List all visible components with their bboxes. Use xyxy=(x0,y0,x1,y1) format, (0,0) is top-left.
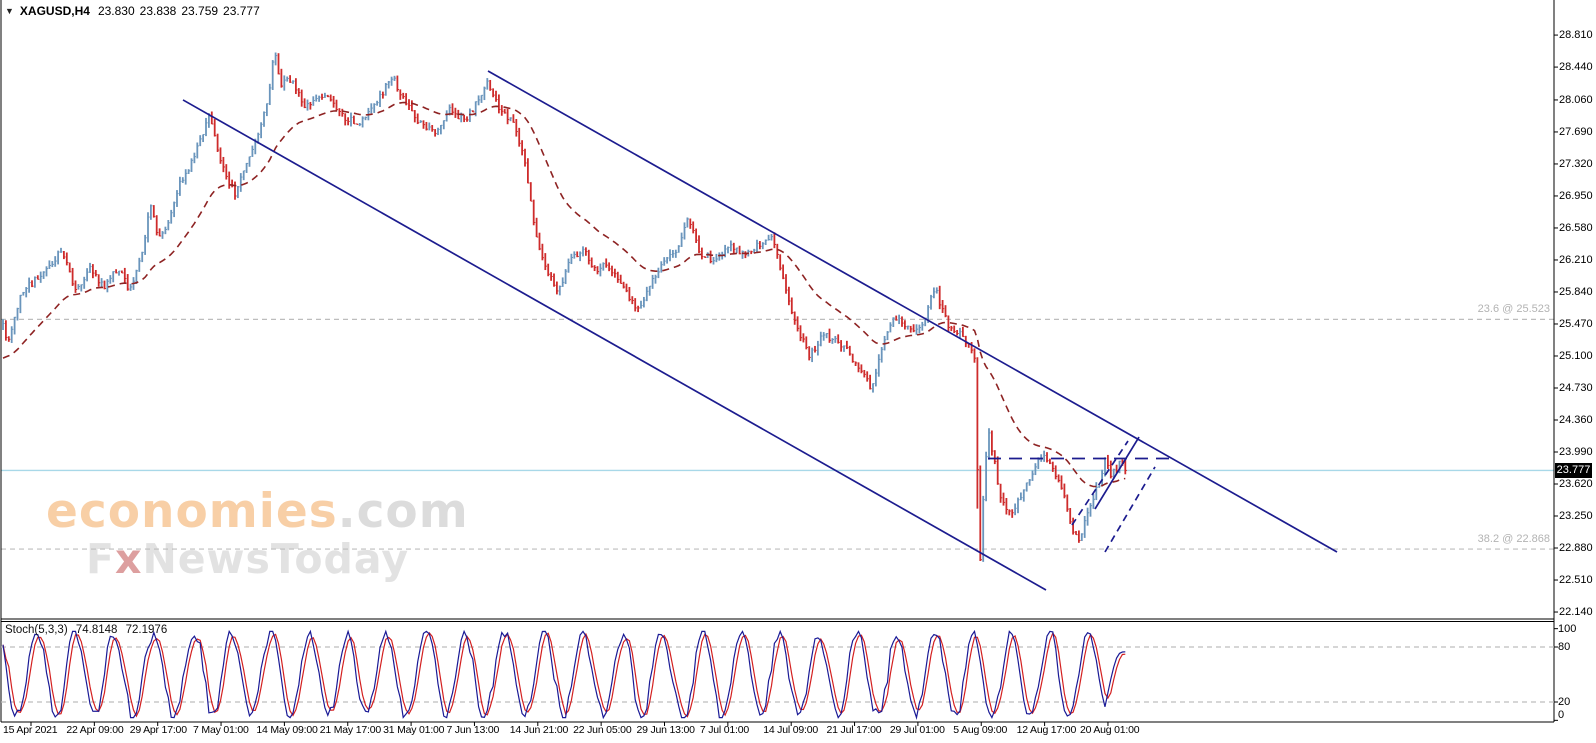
time-tick-label: 21 May 17:00 xyxy=(319,724,381,736)
watermark-newstoday: NewsToday xyxy=(142,535,410,583)
collapse-chart-icon[interactable]: ▼ xyxy=(5,6,14,16)
indicator-name: Stoch(5,3,3) xyxy=(5,624,68,636)
time-tick-label: 22 Apr 09:00 xyxy=(66,724,124,736)
price-tick-label: 25.100 xyxy=(1559,349,1593,362)
price-tick-label: 28.440 xyxy=(1559,61,1593,74)
price-tick-label: 24.360 xyxy=(1559,413,1593,426)
price-tick-label: 26.210 xyxy=(1559,253,1593,266)
time-tick-label: 29 Jul 01:00 xyxy=(889,724,945,736)
watermark-brand-name: economies xyxy=(46,484,338,539)
quote-high: 23.838 xyxy=(139,4,177,18)
candle-series xyxy=(2,52,1127,562)
price-tick-label: 23.250 xyxy=(1559,510,1593,522)
indicator-scale-label: 100 xyxy=(1558,622,1577,635)
time-tick-label: 7 Jul 01:00 xyxy=(699,724,750,736)
time-tick-label: 22 Jun 05:00 xyxy=(573,724,632,736)
time-tick-label: 15 Apr 2021 xyxy=(3,724,58,736)
watermark-f: F xyxy=(86,535,116,583)
indicator-scale-label: 0 xyxy=(1558,709,1565,721)
symbol-period-label: XAGUSD,H4 xyxy=(19,4,90,18)
time-tick-label: 14 Jul 09:00 xyxy=(763,724,818,736)
time-tick-label: 21 Jul 17:00 xyxy=(826,724,882,736)
price-tick-label: 26.580 xyxy=(1559,221,1593,234)
fib-level-label-382: 38.2 @ 22.868 xyxy=(1477,533,1550,545)
time-tick-label: 5 Aug 09:00 xyxy=(953,724,1008,736)
indicator-scale-label: 20 xyxy=(1558,696,1571,708)
watermark-brand-suffix: .com xyxy=(337,484,469,539)
time-tick-label: 14 May 09:00 xyxy=(256,724,318,736)
time-tick-label: 20 Aug 01:00 xyxy=(1079,724,1140,736)
watermark-subbrand: FxNewsToday xyxy=(86,539,469,580)
stochastic-signal-line xyxy=(2,631,1126,718)
price-tick-label: 27.690 xyxy=(1559,125,1593,138)
trendline-breakout-line[interactable] xyxy=(1094,436,1140,510)
price-tick-label: 25.470 xyxy=(1559,317,1593,330)
quote-low: 23.759 xyxy=(181,4,219,18)
price-tick-label: 28.060 xyxy=(1559,93,1593,106)
indicator-signal-value: 72.1976 xyxy=(125,624,168,636)
trendline-channel-upper[interactable] xyxy=(487,70,1338,553)
time-tick-label: 14 Jun 21:00 xyxy=(509,724,569,736)
time-tick-label: 7 May 01:00 xyxy=(193,724,249,736)
moving-average-line xyxy=(2,101,1126,488)
price-tick-label: 28.810 xyxy=(1559,29,1593,42)
price-tick-label: 23.620 xyxy=(1559,478,1593,490)
stochastic-main-line xyxy=(2,629,1126,720)
trendline-wedge-dashed-a[interactable] xyxy=(1071,440,1129,526)
trendline-channel-lower[interactable] xyxy=(182,99,1047,591)
trendline-wedge-dashed-b[interactable] xyxy=(1104,466,1156,553)
current-price-badge: 23.777 xyxy=(1555,463,1592,478)
price-tick-label: 25.840 xyxy=(1559,285,1593,298)
price-tick-label: 22.140 xyxy=(1559,606,1593,619)
quote-open: 23.830 xyxy=(97,4,135,18)
indicator-main-value: 74.8148 xyxy=(75,624,118,636)
indicator-scale-label: 80 xyxy=(1558,641,1571,653)
time-tick-label: 29 Apr 17:00 xyxy=(129,724,187,736)
time-tick-label: 12 Aug 17:00 xyxy=(1016,724,1077,736)
price-tick-label: 26.950 xyxy=(1559,189,1593,202)
time-tick-label: 7 Jun 13:00 xyxy=(446,724,500,736)
quote-close: 23.777 xyxy=(223,4,260,18)
price-tick-label: 22.880 xyxy=(1559,542,1593,554)
fib-level-label-236: 23.6 @ 25.523 xyxy=(1477,303,1550,315)
watermark: economies.com FxNewsToday xyxy=(46,488,469,580)
price-tick-label: 27.320 xyxy=(1559,157,1593,170)
price-tick-label: 22.510 xyxy=(1559,574,1593,587)
indicator-label-row: Stoch(5,3,3) 74.8148 72.1976 xyxy=(5,624,172,636)
price-tick-label: 24.730 xyxy=(1559,381,1593,394)
price-tick-label: 23.990 xyxy=(1559,446,1593,458)
watermark-x: x xyxy=(115,535,143,583)
time-tick-label: 31 May 01:00 xyxy=(383,724,445,736)
chart-title-bar: ▼ XAGUSD,H4 23.830 23.838 23.759 23.777 xyxy=(5,4,265,18)
time-tick-label: 29 Jun 13:00 xyxy=(636,724,696,736)
watermark-brand: economies.com xyxy=(46,488,469,535)
